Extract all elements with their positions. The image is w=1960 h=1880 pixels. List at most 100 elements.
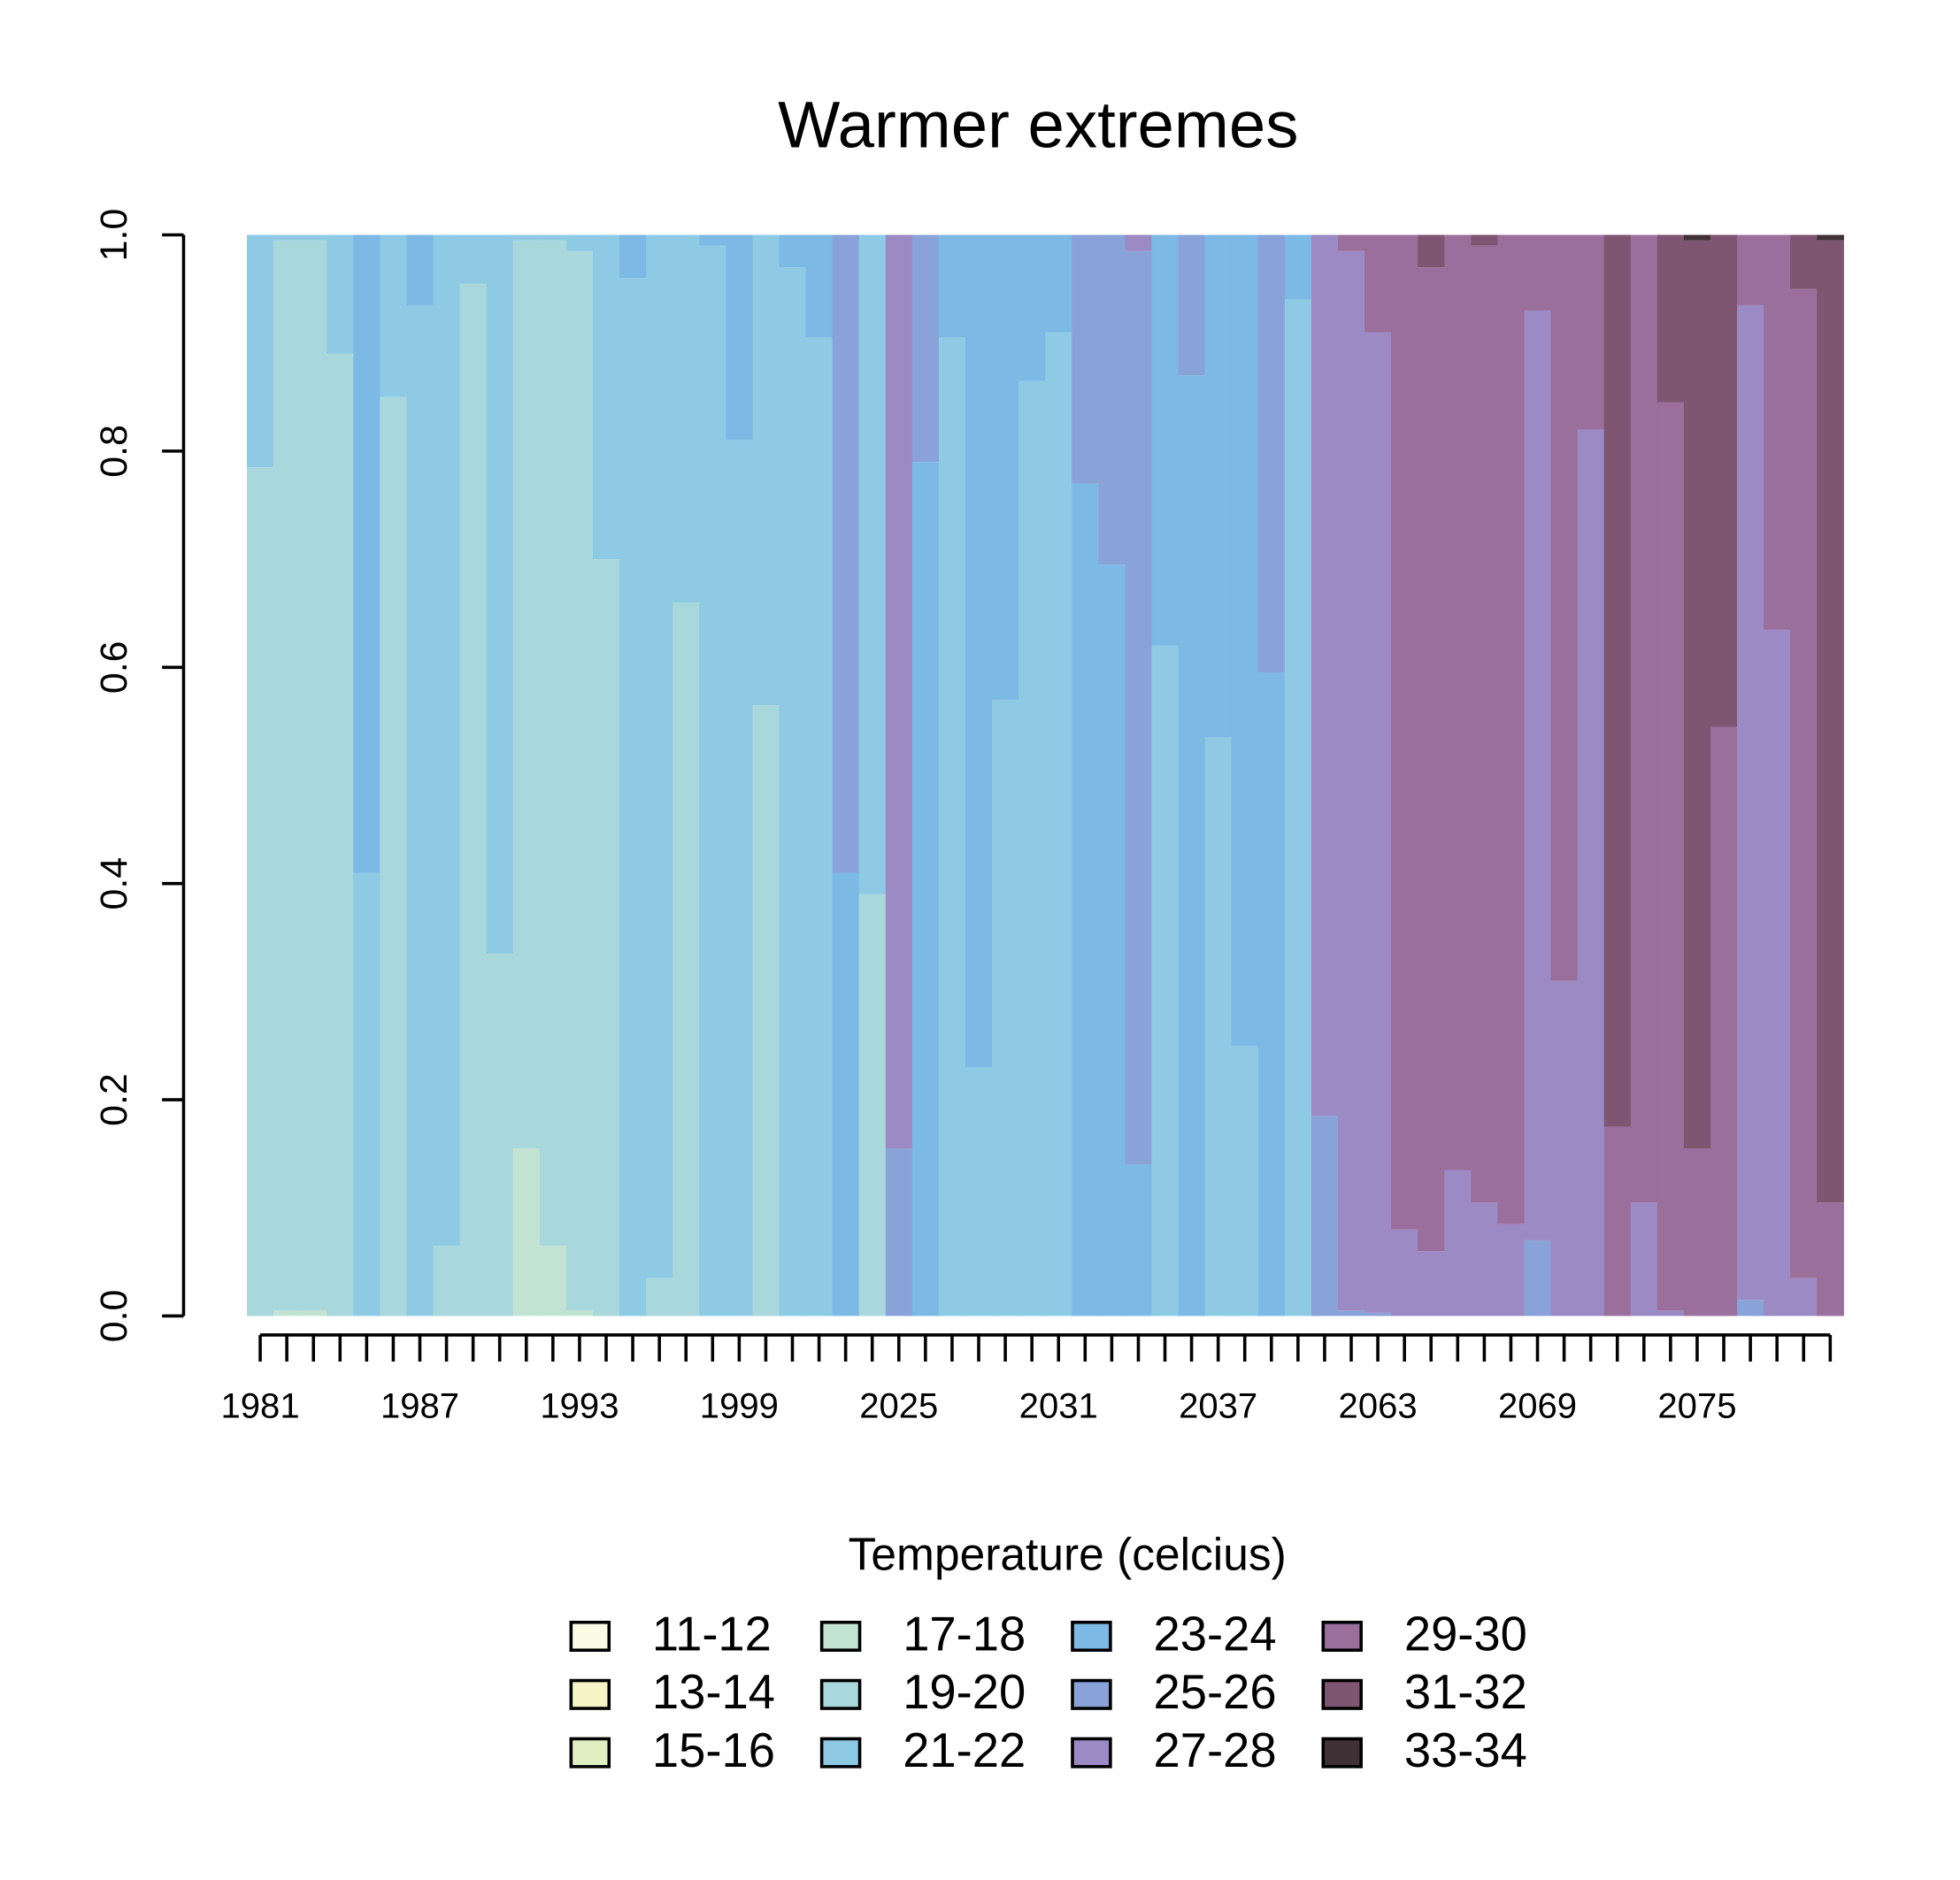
bar-segment xyxy=(1311,1116,1339,1316)
bar-segment xyxy=(1072,234,1099,484)
bar-segment xyxy=(1550,234,1579,981)
bar-segment xyxy=(938,234,966,338)
bar-segment xyxy=(752,705,780,1316)
legend-label: 11-12 xyxy=(652,1607,772,1661)
bar-segment xyxy=(965,1067,993,1316)
bar-segment xyxy=(486,234,514,955)
bar-segment xyxy=(1364,1312,1392,1316)
bar-segment xyxy=(433,234,461,1247)
bar-segment xyxy=(1683,240,1711,1149)
bar-segment xyxy=(1178,234,1206,376)
bar-segment xyxy=(1284,299,1312,1316)
bar-segment xyxy=(327,353,354,1316)
x-tick-label: 1993 xyxy=(540,1387,619,1426)
x-tick-label: 2063 xyxy=(1339,1387,1418,1426)
y-tick-label: 0.4 xyxy=(93,857,135,910)
bar-segment xyxy=(1471,1202,1498,1316)
bar-segment xyxy=(1231,234,1259,1046)
y-tick-label: 0.6 xyxy=(93,641,135,694)
bar-segment xyxy=(1204,234,1233,738)
bar-segment xyxy=(911,462,940,1316)
bar-segment xyxy=(565,234,594,251)
chart-title: Warmer extremes xyxy=(778,88,1298,161)
bar-segment xyxy=(1524,311,1552,1240)
bar-segment xyxy=(512,234,541,241)
legend-swatch xyxy=(819,1678,862,1710)
bar-segment xyxy=(1418,267,1445,1252)
bar-segment xyxy=(486,954,514,1316)
bar-segment xyxy=(1098,564,1126,1316)
bar-segment xyxy=(1444,1170,1472,1316)
bar-segment xyxy=(646,1278,673,1316)
bar-segment xyxy=(1257,672,1286,1316)
legend-swatch xyxy=(1321,1620,1363,1653)
bar-segment xyxy=(673,602,700,1316)
bar-segment xyxy=(1284,234,1312,300)
bar-segment xyxy=(752,234,780,706)
x-tick-label: 2037 xyxy=(1179,1387,1257,1426)
bar-segment xyxy=(1364,332,1392,1313)
bar-segment xyxy=(1151,645,1180,1316)
bar-segment xyxy=(726,440,753,1316)
bar-segment xyxy=(673,234,700,602)
bar-segment xyxy=(1418,234,1445,268)
legend-swatch xyxy=(1071,1737,1112,1769)
bar-segment xyxy=(1683,1148,1711,1316)
bar-segment xyxy=(1018,380,1046,1316)
bar-segment xyxy=(1603,1126,1632,1316)
bar-segment xyxy=(1231,1045,1259,1316)
bar-segment xyxy=(1497,234,1526,1224)
legend-label: 19-20 xyxy=(903,1665,1026,1719)
legend-swatch xyxy=(819,1620,862,1653)
legend-label: 15-16 xyxy=(652,1723,775,1777)
bar-segment xyxy=(858,894,887,1316)
bar-segment xyxy=(992,699,1019,1316)
legend-label: 29-30 xyxy=(1404,1607,1527,1661)
bar-segment xyxy=(1790,234,1818,289)
bar-segment xyxy=(1790,1278,1818,1316)
bar-segment xyxy=(885,1148,913,1316)
bar-segment xyxy=(1072,483,1099,1316)
bar-segment xyxy=(1337,1310,1365,1316)
bar-segment xyxy=(512,240,541,1149)
bar-segment xyxy=(938,337,966,1316)
bar-segment xyxy=(1737,304,1764,1301)
bar-segment xyxy=(459,234,488,284)
bar-segment xyxy=(1710,234,1738,727)
bar-segment xyxy=(1764,629,1791,1316)
legend-label: 23-24 xyxy=(1154,1607,1277,1661)
bar-segment xyxy=(565,1310,594,1316)
bar-segment xyxy=(1125,234,1153,251)
bar-segment xyxy=(406,234,434,305)
bar-segment xyxy=(539,1246,567,1316)
x-tick-label: 1981 xyxy=(221,1387,300,1426)
bar-segment xyxy=(512,1148,541,1316)
bar-segment xyxy=(858,234,887,894)
bar-segment xyxy=(1550,980,1579,1316)
bar-segment xyxy=(247,234,274,468)
bar-segment xyxy=(433,1246,461,1316)
bar-segment xyxy=(380,234,408,397)
y-tick-label: 0.0 xyxy=(93,1290,135,1343)
bar-segment xyxy=(380,396,408,1316)
bar-segment xyxy=(1257,234,1286,673)
bar-segment xyxy=(1444,234,1472,1170)
bar-segment xyxy=(885,234,913,1149)
bar-segment xyxy=(1524,234,1552,311)
y-tick-label: 0.8 xyxy=(93,425,135,478)
bar-segment xyxy=(300,234,327,241)
bar-segment xyxy=(247,467,274,1316)
bar-segment xyxy=(1125,250,1153,1165)
bar-segment xyxy=(273,1310,301,1316)
legend-swatch xyxy=(1071,1678,1112,1710)
bar-segment xyxy=(1710,726,1738,1316)
bar-segment xyxy=(965,234,993,1068)
legend-swatch xyxy=(1321,1737,1363,1769)
legend-label: 17-18 xyxy=(903,1607,1026,1661)
bar-segment xyxy=(1603,234,1632,1127)
legend-label: 27-28 xyxy=(1154,1723,1277,1777)
bar-segment xyxy=(1098,234,1126,565)
bar-segment xyxy=(1045,234,1072,333)
